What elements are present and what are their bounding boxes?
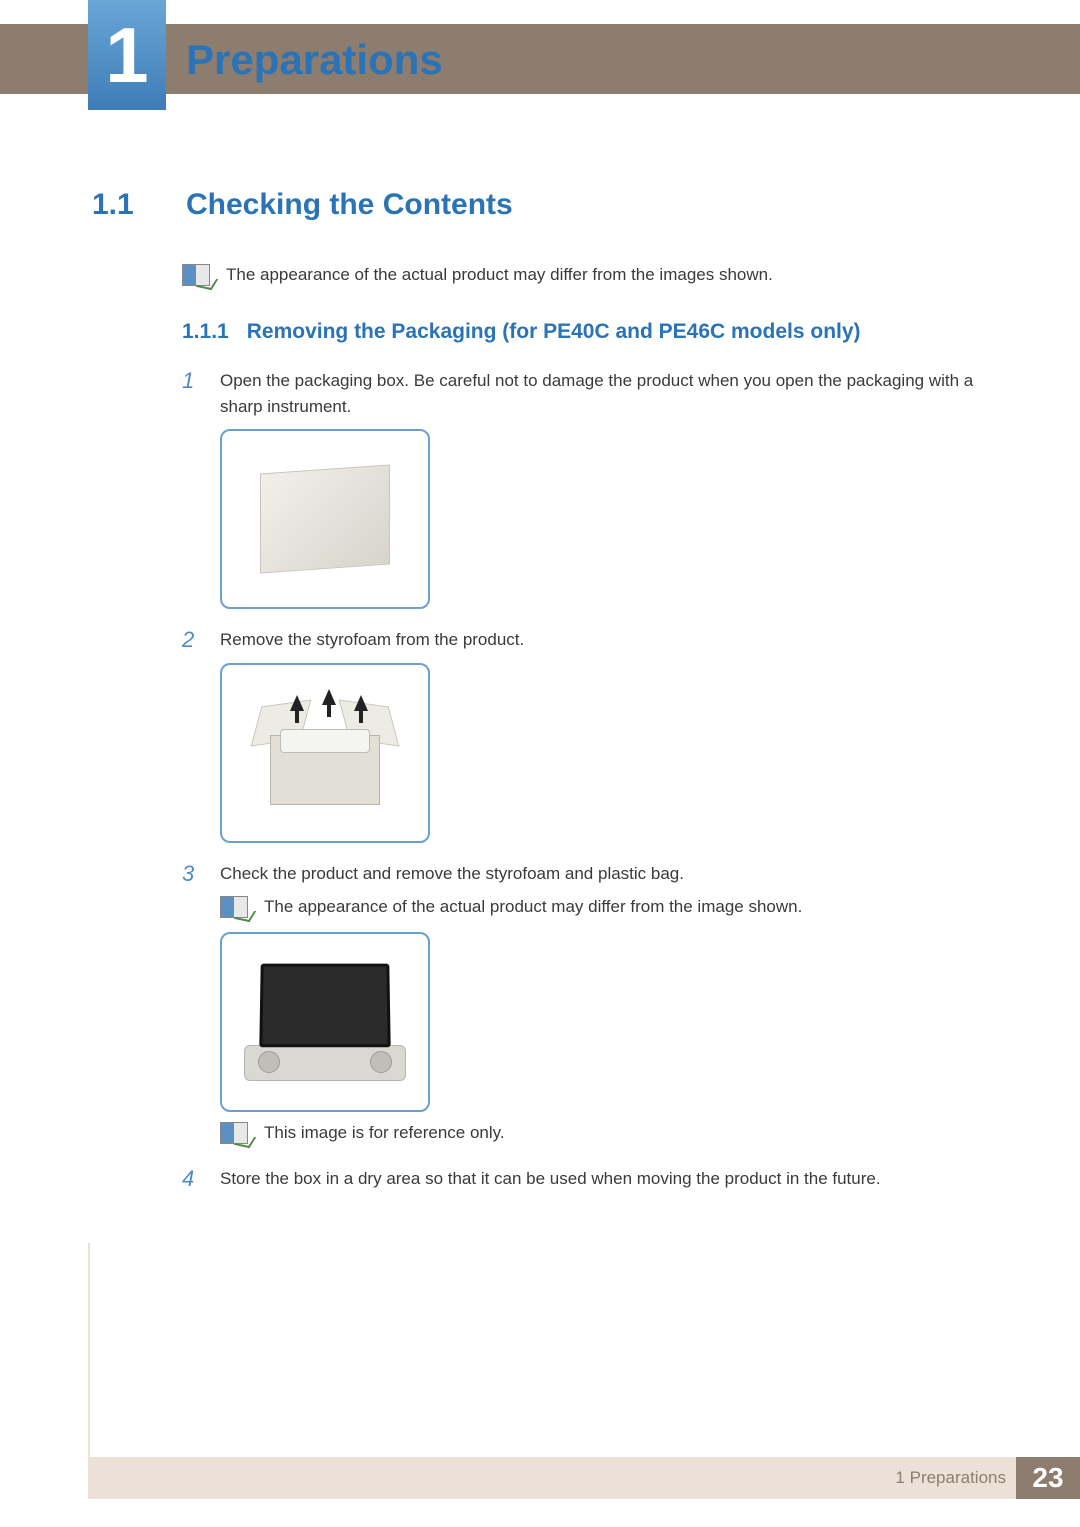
- chapter-title: Preparations: [186, 36, 443, 84]
- open-box-illustration: [250, 693, 400, 813]
- subsection-heading: 1.1.1 Removing the Packaging (for PE40C …: [182, 320, 992, 344]
- section-title: Checking the Contents: [186, 188, 513, 222]
- footer-page-box: 23: [1016, 1457, 1080, 1499]
- section-number: 1.1: [92, 188, 162, 222]
- section-body: 1.1 Checking the Contents The appearance…: [92, 188, 992, 1210]
- step-text: Open the packaging box. Be careful not t…: [220, 368, 992, 419]
- note-icon: [220, 1122, 248, 1144]
- step-note-text: The appearance of the actual product may…: [264, 897, 802, 917]
- step-item: 3 Check the product and remove the styro…: [182, 861, 992, 1159]
- step-note: The appearance of the actual product may…: [220, 896, 992, 918]
- page-number: 23: [1032, 1462, 1063, 1494]
- step-item: 1 Open the packaging box. Be careful not…: [182, 368, 992, 619]
- monitor-illustration: [240, 957, 410, 1087]
- step-number: 3: [182, 861, 202, 1159]
- step-body: Check the product and remove the styrofo…: [220, 861, 992, 1159]
- step-note-text: This image is for reference only.: [264, 1123, 505, 1143]
- chapter-number-badge: 1: [88, 0, 166, 110]
- note-icon: [220, 896, 248, 918]
- steps-list: 1 Open the packaging box. Be careful not…: [182, 368, 992, 1202]
- step-body: Store the box in a dry area so that it c…: [220, 1166, 992, 1202]
- step-text: Store the box in a dry area so that it c…: [220, 1166, 992, 1192]
- section-note-text: The appearance of the actual product may…: [226, 265, 773, 285]
- subsection-title: Removing the Packaging (for PE40C and PE…: [247, 320, 861, 344]
- step-number: 2: [182, 627, 202, 853]
- footer-breadcrumb: 1 Preparations: [895, 1468, 1006, 1488]
- step-item: 4 Store the box in a dry area so that it…: [182, 1166, 992, 1202]
- closed-box-illustration: [260, 464, 390, 573]
- page-footer: 1 Preparations 23: [88, 1457, 1080, 1499]
- step-note: This image is for reference only.: [220, 1122, 992, 1144]
- step-number: 4: [182, 1166, 202, 1202]
- section-heading: 1.1 Checking the Contents: [92, 188, 992, 222]
- figure-monitor: [220, 932, 430, 1112]
- step-body: Open the packaging box. Be careful not t…: [220, 368, 992, 619]
- step-item: 2 Remove the styrofoam from the product.: [182, 627, 992, 853]
- step-text: Remove the styrofoam from the product.: [220, 627, 992, 653]
- subsection-number: 1.1.1: [182, 320, 229, 344]
- section-note: The appearance of the actual product may…: [182, 264, 992, 286]
- note-icon: [182, 264, 210, 286]
- figure-closed-box: [220, 429, 430, 609]
- step-number: 1: [182, 368, 202, 619]
- step-text: Check the product and remove the styrofo…: [220, 861, 992, 887]
- chapter-number: 1: [105, 10, 148, 101]
- figure-open-box: [220, 663, 430, 843]
- step-body: Remove the styrofoam from the product.: [220, 627, 992, 853]
